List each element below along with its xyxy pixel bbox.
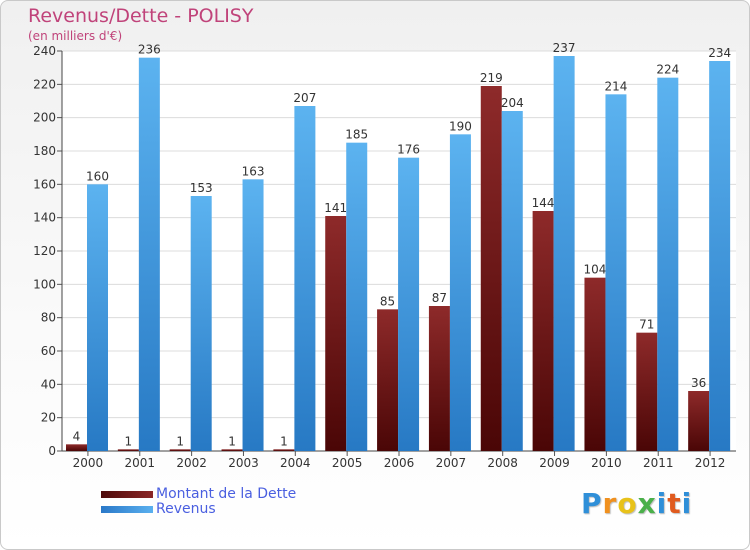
- y-tick-label: 180: [33, 144, 56, 158]
- bar-revenue: [294, 106, 316, 451]
- legend-label-revenue: Revenus: [156, 501, 216, 517]
- logo-letter: t: [667, 487, 682, 520]
- x-tick-label: 2003: [228, 456, 259, 470]
- x-tick-label: 2002: [176, 456, 207, 470]
- bar-debt: [273, 449, 295, 451]
- logo-letter: r: [602, 487, 618, 520]
- data-label-revenue: 224: [656, 63, 679, 77]
- data-label-revenue: 153: [190, 181, 213, 195]
- bar-debt: [325, 216, 347, 451]
- bar-revenue: [87, 184, 108, 452]
- bar-debt: [532, 211, 554, 451]
- x-tick-label: 2005: [332, 456, 363, 470]
- data-label-debt: 144: [532, 196, 555, 210]
- data-label-revenue: 163: [242, 164, 265, 178]
- data-label-debt: 1: [228, 434, 236, 448]
- bar-revenue: [242, 179, 264, 452]
- data-label-debt: 219: [480, 71, 503, 85]
- bar-revenue: [657, 77, 679, 452]
- chart-title: Revenus/Dette - POLISY: [28, 5, 254, 27]
- y-tick-label: 0: [48, 444, 56, 458]
- bar-debt: [169, 449, 191, 451]
- x-tick-label: 2004: [280, 456, 311, 470]
- y-tick-label: 20: [41, 411, 56, 425]
- y-tick-label: 220: [33, 77, 56, 91]
- x-tick-label: 2006: [384, 456, 415, 470]
- logo-letter: x: [637, 487, 657, 520]
- y-tick-label: 40: [41, 377, 56, 391]
- y-tick-label: 200: [33, 111, 56, 125]
- data-label-revenue: 237: [553, 41, 576, 55]
- data-label-revenue: 176: [397, 143, 420, 157]
- x-tick-label: 2011: [643, 456, 674, 470]
- data-label-debt: 1: [125, 434, 133, 448]
- data-label-debt: 141: [324, 201, 347, 215]
- bar-revenue: [605, 94, 627, 451]
- data-label-revenue: 214: [605, 79, 628, 93]
- data-label-debt: 87: [432, 291, 447, 305]
- x-tick-label: 2000: [73, 456, 104, 470]
- bar-debt: [377, 309, 399, 451]
- y-tick-label: 160: [33, 177, 56, 191]
- bar-debt: [66, 444, 87, 451]
- data-label-revenue: 160: [86, 169, 109, 183]
- bar-revenue: [501, 111, 523, 451]
- y-tick-label: 60: [41, 344, 56, 358]
- data-label-revenue: 234: [708, 46, 731, 60]
- logo-letter: i: [681, 487, 693, 520]
- data-label-debt: 1: [280, 434, 288, 448]
- bar-revenue: [449, 134, 471, 452]
- proxiti-logo: Proxiti: [581, 487, 692, 520]
- bar-debt: [221, 449, 243, 451]
- data-label-debt: 36: [691, 376, 706, 390]
- bar-debt: [428, 306, 450, 451]
- chart-subtitle: (en milliers d'€): [28, 29, 123, 43]
- bar-debt: [117, 449, 139, 451]
- legend-label-debt: Montant de la Dette: [156, 486, 297, 502]
- y-tick-label: 120: [33, 244, 56, 258]
- logo-letter: P: [581, 487, 603, 520]
- data-label-revenue: 190: [449, 119, 472, 133]
- data-label-revenue: 207: [293, 91, 316, 105]
- data-label-debt: 71: [639, 318, 654, 332]
- data-label-debt: 1: [176, 434, 184, 448]
- y-tick-label: 240: [33, 44, 56, 58]
- bar-revenue: [190, 196, 212, 451]
- x-tick-label: 2010: [591, 456, 622, 470]
- bar-debt: [636, 332, 658, 451]
- legend-swatch-debt: [101, 491, 153, 498]
- data-label-debt: 85: [380, 294, 395, 308]
- data-label-debt: 4: [73, 429, 81, 443]
- x-tick-label: 2001: [124, 456, 155, 470]
- bar-revenue: [709, 61, 731, 451]
- bar-debt: [584, 277, 606, 451]
- data-label-debt: 104: [584, 263, 607, 277]
- x-tick-label: 2008: [487, 456, 518, 470]
- bar-debt: [688, 391, 710, 451]
- bar-revenue: [346, 142, 368, 451]
- data-label-revenue: 185: [345, 128, 368, 142]
- y-tick-label: 100: [33, 277, 56, 291]
- x-tick-label: 2007: [436, 456, 467, 470]
- bar-revenue: [553, 56, 575, 451]
- legend-swatch-revenue: [101, 506, 153, 513]
- bar-debt: [480, 86, 502, 451]
- data-label-revenue: 236: [138, 43, 161, 57]
- logo-letter: i: [656, 487, 668, 520]
- logo-letter: o: [617, 487, 638, 520]
- x-tick-label: 2009: [539, 456, 570, 470]
- y-tick-label: 140: [33, 211, 56, 225]
- bar-revenue: [138, 57, 160, 452]
- y-tick-label: 80: [41, 311, 56, 325]
- x-tick-label: 2012: [695, 456, 726, 470]
- bar-revenue: [398, 157, 420, 451]
- data-label-revenue: 204: [501, 96, 524, 110]
